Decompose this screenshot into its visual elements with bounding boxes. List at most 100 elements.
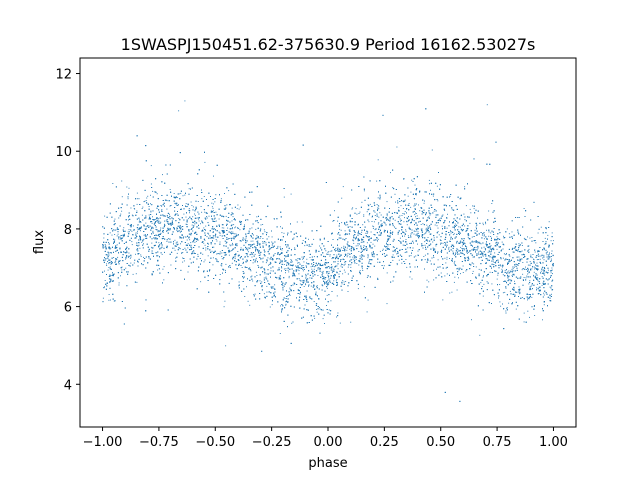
data-point xyxy=(499,284,501,285)
data-point xyxy=(552,273,553,275)
data-point xyxy=(110,262,112,264)
data-point xyxy=(505,310,507,312)
data-point xyxy=(329,281,331,283)
data-point xyxy=(436,268,437,270)
data-point xyxy=(285,256,287,258)
data-point xyxy=(523,312,525,314)
data-point xyxy=(247,247,249,249)
data-point xyxy=(155,228,157,230)
data-point xyxy=(407,247,409,249)
data-point xyxy=(432,195,434,197)
data-point xyxy=(496,278,498,280)
data-point xyxy=(291,261,293,263)
data-point xyxy=(386,246,387,247)
data-point xyxy=(420,224,422,225)
data-point xyxy=(175,242,177,244)
data-point xyxy=(344,261,346,263)
data-point xyxy=(302,284,303,286)
data-point xyxy=(353,261,355,262)
data-point xyxy=(405,229,407,231)
data-point xyxy=(410,206,412,208)
data-point xyxy=(303,286,305,287)
data-point xyxy=(122,236,124,238)
data-point xyxy=(201,220,203,222)
data-point xyxy=(419,210,421,212)
data-point xyxy=(471,319,472,321)
data-point xyxy=(329,254,331,256)
data-point xyxy=(369,237,371,239)
data-point xyxy=(429,260,431,262)
data-point xyxy=(284,285,285,287)
data-point xyxy=(299,267,301,269)
data-point xyxy=(290,193,292,195)
data-point xyxy=(511,268,513,270)
data-point xyxy=(326,253,328,255)
data-point xyxy=(396,263,398,264)
data-point xyxy=(428,212,430,214)
data-point xyxy=(271,258,273,260)
data-point xyxy=(488,231,490,233)
data-point xyxy=(477,217,478,219)
data-point xyxy=(437,227,439,229)
data-point xyxy=(264,251,266,252)
data-point xyxy=(173,247,175,249)
data-point xyxy=(176,213,178,215)
data-point xyxy=(372,225,374,227)
data-point xyxy=(404,235,406,237)
data-point xyxy=(425,227,427,229)
data-point xyxy=(523,237,525,239)
data-point xyxy=(408,204,410,206)
data-point xyxy=(350,266,352,268)
data-point xyxy=(472,270,474,272)
data-point xyxy=(541,267,543,269)
data-point xyxy=(152,227,154,229)
data-point xyxy=(244,296,246,297)
data-point xyxy=(104,270,105,272)
data-point xyxy=(529,261,531,263)
data-point xyxy=(544,237,546,239)
data-point xyxy=(222,258,224,260)
data-point xyxy=(267,257,269,259)
data-point xyxy=(340,265,342,267)
data-point xyxy=(232,242,233,244)
data-point xyxy=(537,259,539,260)
data-point xyxy=(527,310,529,312)
data-point xyxy=(424,244,426,246)
data-point xyxy=(251,275,253,277)
data-point xyxy=(421,235,423,237)
data-point xyxy=(285,272,286,274)
data-point xyxy=(112,183,114,184)
data-point xyxy=(531,284,533,286)
data-point xyxy=(401,262,403,264)
data-point xyxy=(213,228,215,230)
data-point xyxy=(335,247,337,249)
data-point xyxy=(128,219,129,221)
data-point xyxy=(203,261,205,263)
data-point xyxy=(386,303,388,305)
data-point xyxy=(466,246,468,248)
data-point xyxy=(367,257,369,259)
data-point xyxy=(126,257,128,259)
data-point xyxy=(169,205,171,207)
data-point xyxy=(473,208,475,210)
data-point xyxy=(533,271,535,273)
data-point xyxy=(405,230,407,232)
data-point xyxy=(371,221,373,222)
data-point xyxy=(518,286,520,288)
data-point xyxy=(366,242,368,244)
data-point xyxy=(140,221,142,223)
data-point xyxy=(499,247,501,248)
data-point xyxy=(281,249,283,251)
data-point xyxy=(326,287,328,289)
data-point xyxy=(544,274,546,276)
data-point xyxy=(216,260,218,262)
data-point xyxy=(446,227,448,229)
data-point xyxy=(283,232,285,234)
data-point xyxy=(139,247,141,249)
data-point xyxy=(462,265,464,267)
data-point xyxy=(140,230,141,232)
data-point xyxy=(199,258,201,259)
data-point xyxy=(205,229,206,231)
data-point xyxy=(404,252,406,253)
data-point xyxy=(213,246,215,248)
